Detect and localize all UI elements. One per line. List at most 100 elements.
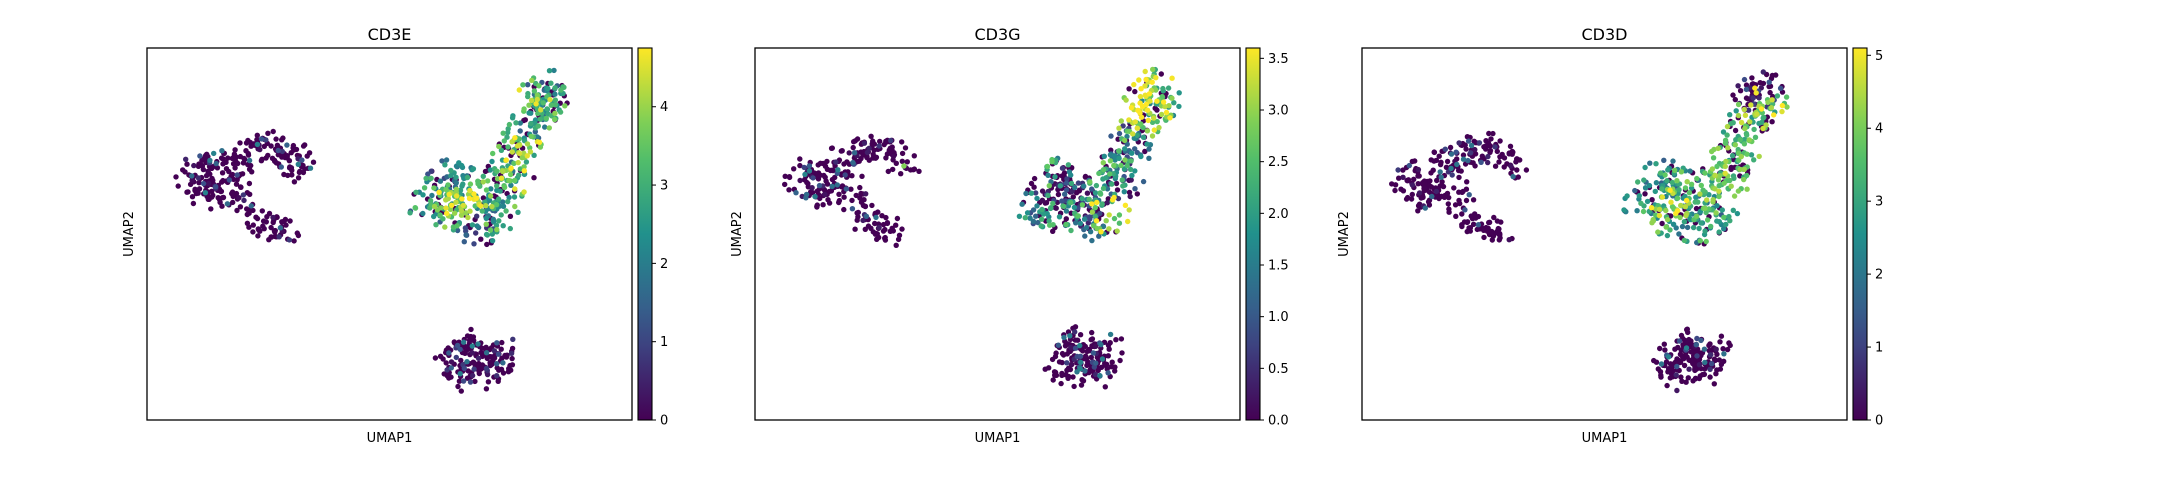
right-main-cluster-fill-4-16 — [1700, 187, 1706, 193]
left-cluster-point-0 — [189, 177, 195, 184]
left-cluster-fill-13-5 — [1481, 234, 1487, 241]
colorbar-gradient — [1246, 48, 1260, 420]
right-main-cluster-fill-2-8 — [458, 212, 465, 218]
bottom-cluster-fill-9-5 — [478, 366, 484, 372]
right-main-cluster-fill-2-18 — [1061, 203, 1067, 210]
right-main-cluster-point-16 — [1106, 212, 1112, 218]
left-cluster-fill-7-7 — [871, 147, 877, 153]
right-main-cluster-fill-10-6 — [535, 123, 541, 129]
bottom-cluster-fill-5-3 — [468, 326, 474, 333]
right-main-cluster-fill-7-4 — [498, 147, 505, 153]
left-cluster-fill-13-14 — [862, 226, 868, 232]
bottom-cluster-fill-6-15 — [1098, 364, 1105, 370]
left-cluster-fill-12-9 — [246, 224, 252, 230]
right-main-cluster-fill-10-6 — [1742, 112, 1749, 119]
right-main-cluster-fill-17-20 — [516, 172, 522, 178]
bottom-cluster-fill-8-10 — [1050, 377, 1056, 383]
left-cluster-point-11 — [241, 197, 247, 204]
left-cluster-fill-2-6 — [816, 182, 823, 189]
right-main-cluster-fill-8-6 — [531, 152, 537, 158]
left-cluster-fill-7-4 — [864, 149, 871, 156]
bottom-cluster-fill-1-4 — [1676, 338, 1683, 344]
right-main-cluster-fill-14-7 — [467, 187, 473, 194]
right-main-cluster-fill-6-9 — [1120, 183, 1126, 189]
left-cluster-fill-4-13 — [230, 176, 237, 183]
right-main-cluster-fill-7-21 — [1715, 145, 1721, 152]
bottom-cluster-fill-6-9 — [1713, 371, 1719, 377]
left-cluster-fill-7-7 — [273, 136, 279, 142]
right-main-cluster-fill-12-5 — [540, 100, 546, 106]
right-main-cluster-fill-14-21 — [1656, 206, 1663, 213]
right-main-cluster-fill-13-2 — [1760, 69, 1767, 75]
right-main-cluster-fill-11-7 — [1169, 95, 1175, 101]
bottom-cluster-fill-2-2 — [1673, 372, 1679, 378]
left-cluster-fill-14-14 — [274, 214, 280, 220]
right-main-cluster-fill-5-6 — [1687, 216, 1693, 223]
left-cluster-fill-9-11 — [208, 206, 214, 212]
right-main-cluster-fill-15-3 — [1082, 233, 1088, 239]
left-cluster-fill-15-12 — [199, 157, 205, 164]
right-main-cluster-fill-13-18 — [1756, 95, 1762, 101]
right-main-cluster-fill-8-20 — [1732, 127, 1739, 134]
left-cluster-fill-11-7 — [861, 197, 867, 203]
left-cluster-fill-1-10 — [1428, 170, 1434, 176]
left-cluster-fill-11-15 — [236, 195, 242, 201]
right-main-cluster-fill-9-5 — [1154, 118, 1160, 125]
y-axis-label: UMAP2 — [122, 211, 137, 257]
left-cluster-fill-0-10 — [173, 174, 179, 180]
left-cluster-fill-10-14 — [822, 174, 828, 180]
left-cluster-fill-9-9 — [808, 189, 814, 195]
left-cluster-fill-3-11 — [1431, 149, 1437, 155]
right-main-cluster-fill-9-19 — [1118, 118, 1125, 124]
bottom-cluster-fill-3-2 — [1092, 343, 1099, 349]
bottom-cluster-fill-6-10 — [472, 378, 478, 385]
left-cluster-fill-15-5 — [890, 153, 897, 160]
right-main-cluster-fill-8-22 — [1138, 153, 1144, 160]
bottom-cluster-fill-1-7 — [446, 350, 452, 356]
left-cluster-fill-0-13 — [793, 190, 799, 196]
left-cluster-fill-16-11 — [291, 179, 298, 185]
colorbar-tick-label: 1 — [660, 335, 668, 350]
right-main-cluster-fill-5-18 — [1708, 223, 1714, 230]
left-cluster-fill-7-3 — [254, 136, 260, 143]
left-cluster-fill-12-15 — [246, 209, 252, 216]
bottom-cluster-fill-8-10 — [458, 388, 464, 394]
right-main-cluster-fill-0-21 — [1638, 200, 1644, 206]
left-cluster-fill-9-3 — [219, 194, 226, 201]
right-main-cluster-fill-16-14 — [507, 213, 514, 219]
bottom-cluster-fill-2-12 — [1093, 360, 1099, 366]
right-main-cluster-fill-12-20 — [1757, 80, 1763, 86]
right-main-cluster-fill-12-19 — [544, 106, 550, 112]
right-main-cluster-fill-11-4 — [1160, 85, 1166, 92]
left-cluster-point-4 — [1449, 172, 1455, 178]
right-main-cluster-fill-16-23 — [1719, 207, 1726, 213]
left-cluster-fill-1-3 — [1406, 162, 1413, 169]
left-cluster-fill-11-11 — [857, 195, 863, 201]
right-main-cluster-fill-0-19 — [1034, 195, 1040, 202]
bottom-cluster-fill-3-11 — [1077, 353, 1084, 359]
left-cluster-fill-11-15 — [1452, 202, 1459, 208]
left-cluster-fill-10-10 — [820, 202, 826, 208]
right-main-cluster-fill-4-7 — [467, 181, 474, 187]
right-main-cluster-fill-0-9 — [420, 192, 426, 198]
x-axis-label: UMAP1 — [975, 431, 1021, 446]
bottom-cluster-fill-6-15 — [1711, 381, 1718, 387]
left-cluster-fill-1-14 — [1409, 158, 1416, 165]
right-main-cluster-fill-11-11 — [1768, 105, 1775, 111]
left-cluster-fill-7-15 — [270, 128, 276, 135]
right-main-cluster-fill-2-2 — [433, 222, 439, 228]
left-cluster-fill-5-8 — [237, 140, 243, 146]
bottom-cluster-fill-8-11 — [1068, 361, 1075, 368]
right-main-cluster-fill-15-23 — [1703, 238, 1709, 245]
left-cluster-fill-14-3 — [286, 237, 293, 243]
right-main-cluster-fill-8-10 — [1732, 142, 1739, 148]
left-cluster-fill-8-8 — [293, 146, 300, 153]
right-main-cluster-fill-18-8 — [439, 158, 445, 164]
right-main-cluster-fill-0-9 — [1640, 208, 1647, 215]
left-cluster-fill-9-8 — [803, 191, 810, 198]
right-main-cluster-fill-6-9 — [485, 178, 491, 184]
left-cluster-fill-5-3 — [851, 150, 858, 156]
left-cluster-fill-14-8 — [882, 234, 888, 241]
bottom-cluster-fill-0-8 — [1064, 360, 1070, 366]
right-main-cluster-fill-10-16 — [546, 125, 552, 131]
